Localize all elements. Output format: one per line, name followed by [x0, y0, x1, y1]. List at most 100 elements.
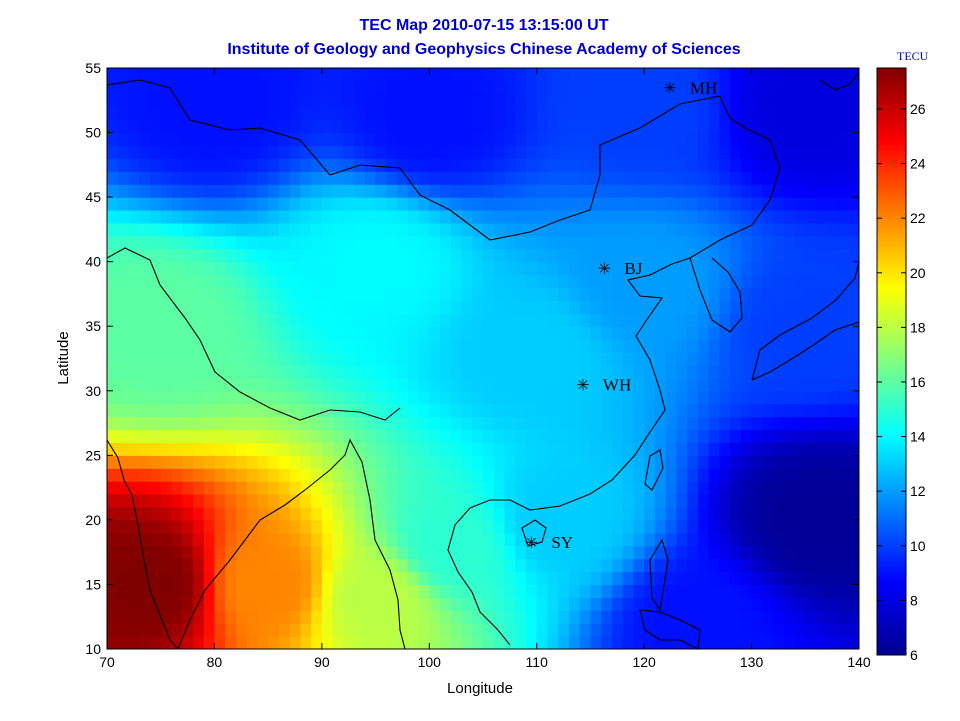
- heat-cell: [246, 597, 258, 611]
- heat-cell: [149, 532, 162, 547]
- heat-cell: [182, 352, 194, 366]
- heat-cell: [848, 364, 859, 379]
- heat-cell: [848, 390, 859, 405]
- heat-cell: [730, 68, 742, 82]
- heat-cell: [697, 468, 710, 482]
- heat-cell: [794, 158, 806, 172]
- heat-cell: [783, 300, 796, 314]
- heat-cell: [504, 494, 516, 508]
- heat-cell: [450, 210, 463, 224]
- heat-cell: [289, 545, 301, 560]
- heat-cell: [418, 545, 430, 560]
- heat-cell: [397, 222, 409, 237]
- heat-cell: [160, 468, 173, 482]
- heat-cell: [440, 339, 452, 353]
- heat-cell: [708, 545, 720, 560]
- heat-cell: [633, 248, 645, 263]
- heat-cell: [214, 313, 226, 327]
- heat-cell: [343, 119, 355, 134]
- heat-cell: [461, 403, 473, 418]
- heat-cell: [429, 390, 441, 405]
- heat-cell: [472, 287, 484, 301]
- heat-cell: [192, 571, 205, 586]
- heat-cell: [214, 494, 226, 508]
- heat-cell: [332, 145, 344, 159]
- heat-cell: [547, 442, 559, 456]
- heat-cell: [633, 416, 645, 431]
- heat-cell: [171, 274, 183, 289]
- heat-cell: [816, 287, 828, 301]
- heat-cell: [278, 210, 291, 224]
- heat-cell: [504, 390, 516, 405]
- heat-cell: [171, 519, 183, 534]
- heat-cell: [611, 352, 624, 366]
- heat-cell: [601, 171, 613, 185]
- heat-cell: [687, 274, 699, 289]
- heat-cell: [687, 158, 699, 172]
- heat-cell: [149, 623, 162, 637]
- heat-cell: [225, 597, 237, 611]
- heat-cell: [300, 610, 312, 624]
- heat-cell: [740, 313, 753, 327]
- heat-cell: [515, 416, 527, 431]
- heat-cell: [826, 390, 839, 405]
- heat-cell: [235, 506, 248, 521]
- heat-cell: [644, 106, 656, 121]
- heat-cell: [740, 364, 753, 379]
- heat-cell: [622, 68, 634, 82]
- heat-cell: [848, 377, 859, 392]
- heat-cell: [321, 248, 334, 263]
- heat-cell: [493, 442, 506, 456]
- plot-frame: [106, 67, 860, 650]
- heat-cell: [697, 106, 710, 121]
- heat-cell: [773, 93, 785, 108]
- heat-cell: [687, 364, 699, 379]
- heat-cell: [568, 287, 581, 301]
- heat-cell: [794, 377, 806, 392]
- heat-cell: [354, 364, 366, 379]
- heat-cell: [160, 222, 173, 237]
- heat-cell: [429, 364, 441, 379]
- heat-cell: [235, 171, 248, 185]
- heat-cell: [203, 326, 216, 340]
- heat-cell: [816, 455, 828, 469]
- heat-cell: [257, 390, 269, 405]
- heat-cell: [160, 390, 173, 405]
- heat-cell: [665, 468, 677, 482]
- heat-cell: [740, 390, 753, 405]
- heat-cell: [762, 248, 774, 263]
- heat-cell: [257, 313, 269, 327]
- heat-cell: [386, 210, 398, 224]
- heat-cell: [203, 158, 216, 172]
- heat-cell: [848, 210, 859, 224]
- heat-cell: [665, 106, 677, 121]
- colorbar-tick-label: 12: [910, 483, 926, 499]
- heat-cell: [225, 145, 237, 159]
- heat-cell: [687, 119, 699, 134]
- heat-cell: [192, 558, 205, 573]
- heat-cell: [429, 571, 441, 586]
- heat-cell: [225, 455, 237, 469]
- heat-cell: [762, 429, 774, 444]
- heat-cell: [332, 235, 344, 250]
- heat-cell: [225, 429, 237, 444]
- heat-cell: [311, 197, 323, 211]
- heat-cell: [235, 326, 248, 340]
- heat-cell: [687, 571, 699, 586]
- heat-cell: [794, 558, 806, 573]
- heat-cell: [601, 313, 613, 327]
- heat-cell: [332, 429, 344, 444]
- heat-cell: [418, 235, 430, 250]
- heat-cell: [397, 610, 409, 624]
- heat-cell: [837, 339, 849, 353]
- heat-cell: [493, 558, 506, 573]
- heat-cell: [794, 287, 806, 301]
- heat-cell: [579, 390, 592, 405]
- heat-cell: [278, 248, 291, 263]
- heat-cell: [289, 494, 301, 508]
- heat-cell: [644, 610, 656, 624]
- heat-cell: [332, 300, 344, 314]
- heat-cell: [493, 106, 506, 121]
- heat-cell: [450, 184, 463, 198]
